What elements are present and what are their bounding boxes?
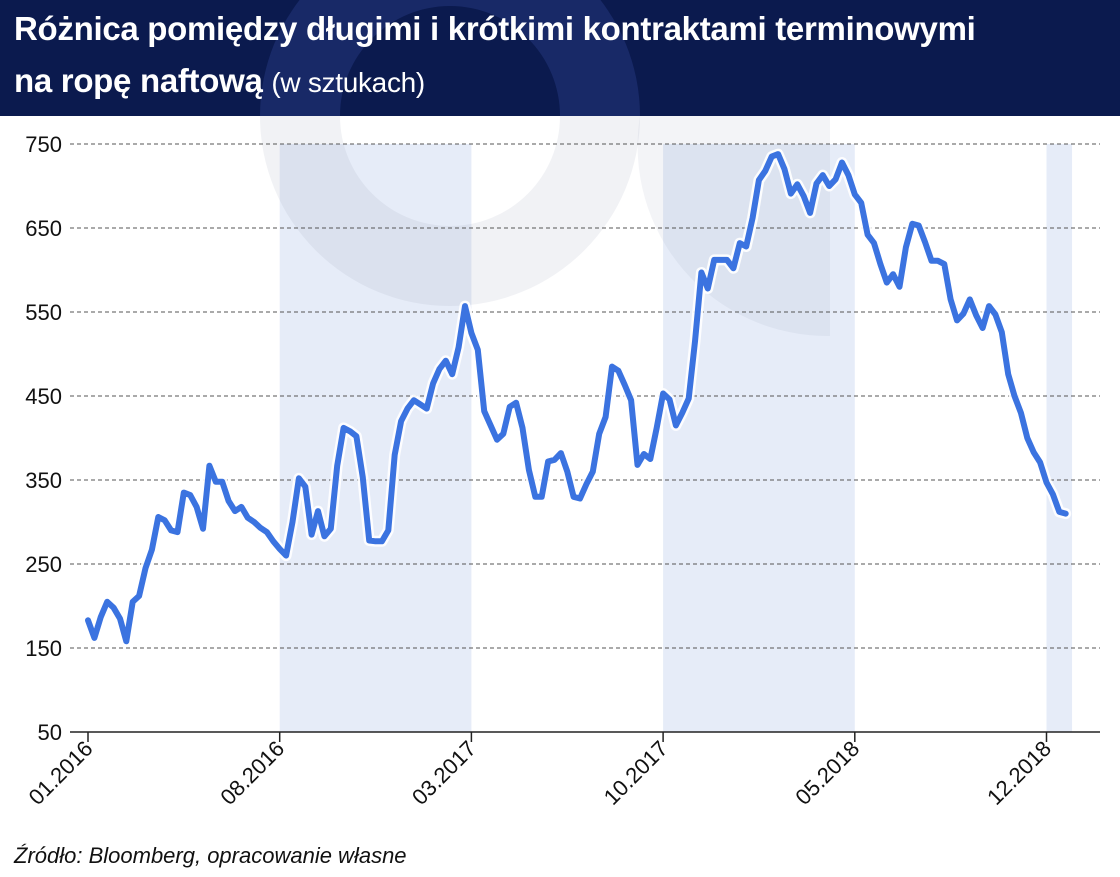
y-tick-label: 350 [25, 468, 62, 493]
y-tick-label: 450 [25, 384, 62, 409]
x-tick-label: 05.2018 [790, 736, 864, 810]
watermark-arc [260, 116, 640, 306]
shaded-band-1 [663, 144, 855, 732]
series-line [85, 151, 1069, 645]
chart-title-text: na ropę naftową [14, 62, 263, 99]
x-tick-label: 08.2016 [215, 736, 289, 810]
chart-unit: (w sztukach) [271, 67, 425, 98]
x-tick-label: 12.2018 [982, 736, 1056, 810]
y-tick-label: 550 [25, 300, 62, 325]
x-tick-label: 10.2017 [599, 736, 673, 810]
line-chart: 750 650 550 450 350 250 150 50 01.2016 08.2016 03… [24, 116, 1100, 810]
chart-title-line2: na ropę naftową (w sztukach) [14, 62, 425, 100]
source-note: Źródło: Bloomberg, opracowanie własne [14, 843, 407, 868]
x-tick-label: 01.2016 [24, 736, 98, 810]
shaded-band-2 [1046, 144, 1073, 732]
y-tick-label: 150 [25, 636, 62, 661]
chart-title-line1: Różnica pomiędzy długimi i krótkimi kont… [14, 10, 976, 47]
y-tick-label: 50 [38, 720, 62, 745]
shaded-band-0 [279, 144, 472, 732]
y-tick-label: 750 [25, 132, 62, 157]
header-banner: Różnica pomiędzy długimi i krótkimi kont… [0, 0, 1120, 116]
header-watermark [260, 0, 640, 116]
y-tick-label: 250 [25, 552, 62, 577]
y-tick-label: 650 [25, 216, 62, 241]
x-tick-label: 03.2017 [407, 736, 481, 810]
